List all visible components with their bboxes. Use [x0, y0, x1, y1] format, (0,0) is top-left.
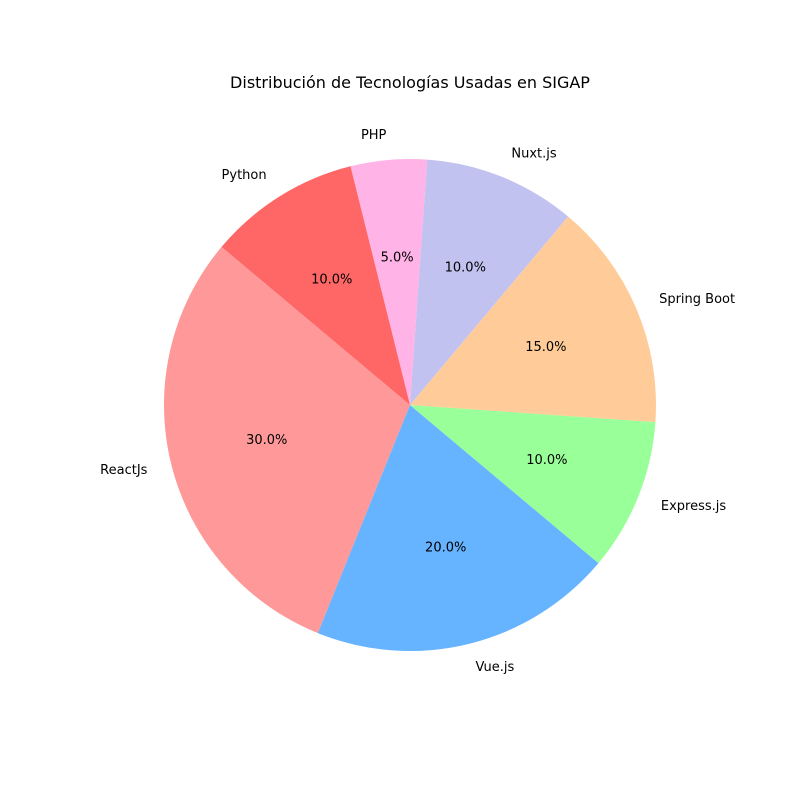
slice-percentage: 10.0%	[445, 261, 486, 276]
slice-percentage: 10.0%	[311, 272, 352, 287]
slice-percentage: 20.0%	[425, 541, 466, 556]
slice-percentage: 30.0%	[246, 433, 287, 448]
chart-title: Distribución de Tecnologías Usadas en SI…	[230, 73, 590, 92]
pie-labels: ReactJs 30.0% Vue.js 20.0% Express.js 10.0% Sp…	[100, 128, 735, 675]
slice-label: Python	[222, 168, 267, 183]
slice-label: ReactJs	[100, 463, 147, 478]
slice-percentage: 15.0%	[525, 340, 566, 355]
pie-slice-php	[350, 159, 428, 405]
pie-slice-express-js	[410, 405, 656, 564]
slice-label: Nuxt.js	[511, 147, 556, 162]
pie-slice-python	[221, 166, 410, 405]
pie-slices	[163, 159, 656, 652]
slice-percentage: 5.0%	[381, 250, 414, 265]
pie-slice-reactjs	[163, 246, 410, 634]
pie-slice-nuxt-js	[410, 159, 569, 405]
slice-label: PHP	[361, 128, 387, 143]
slice-label: Spring Boot	[659, 292, 735, 307]
slice-label: Vue.js	[475, 660, 514, 675]
pie-slice-vue-js	[317, 405, 599, 652]
slice-percentage: 10.0%	[526, 453, 567, 468]
slice-label: Express.js	[661, 499, 727, 514]
pie-slice-spring-boot	[410, 216, 656, 423]
